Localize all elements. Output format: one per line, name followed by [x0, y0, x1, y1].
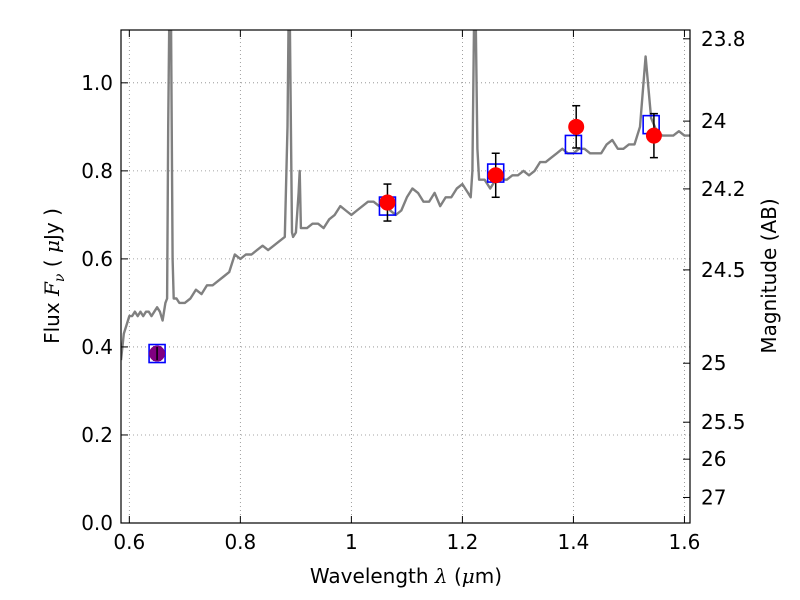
- y-tick-label: 0.8: [81, 159, 113, 183]
- y-axis-label: Flux Fν ( μJy ): [40, 208, 68, 344]
- x-tick-label: 0.8: [224, 530, 256, 554]
- magnitude-tick-label: 27: [701, 485, 726, 509]
- model-spectrum-line: [121, 30, 690, 361]
- model-band-box: [564, 134, 583, 155]
- x-axis-label: Wavelength λ (μm): [310, 564, 502, 588]
- y-tick-label: 0.6: [81, 247, 113, 271]
- magnitude-tick-label: 24.5: [701, 258, 746, 282]
- y-tick-label: 1.0: [81, 71, 113, 95]
- magnitude-tick-label: 23.8: [701, 27, 746, 51]
- x-tick-label: 1.4: [558, 530, 590, 554]
- observed-point: [379, 194, 396, 211]
- plot-frame: [120, 29, 691, 524]
- y-tick-label: 0.2: [81, 423, 113, 447]
- y-tick-label: 0.0: [81, 511, 113, 535]
- magnitude-tick-label: 25: [701, 351, 726, 375]
- x-axis-ticks: 0.6 0.8 1 1.2 1.4 1.6: [113, 30, 700, 554]
- y-tick-label: 0.4: [81, 335, 113, 359]
- y-axis-ticks: 0.0 0.2 0.4 0.6 0.8 1.0: [81, 71, 128, 535]
- observed-point: [487, 167, 504, 184]
- magnitude-tick-label: 24.2: [701, 177, 746, 201]
- observed-point: [645, 127, 662, 144]
- magnitude-axis-ticks: 23.8 24 24.2 24.5 25 25.5 26 27: [683, 27, 746, 509]
- x-tick-label: 1.6: [669, 530, 701, 554]
- x-tick-label: 1.2: [446, 530, 478, 554]
- magnitude-tick-label: 24: [701, 109, 726, 133]
- x-tick-label: 0.6: [113, 530, 145, 554]
- model-band-fluxes: [148, 114, 660, 364]
- grid-lines: [121, 30, 690, 524]
- observed-point: [568, 118, 585, 135]
- model-spectrum: [121, 30, 690, 361]
- magnitude-tick-label: 26: [701, 447, 726, 471]
- x-tick-label: 1: [345, 530, 358, 554]
- magnitude-tick-label: 25.5: [701, 410, 746, 434]
- observed-fluxes: [149, 118, 662, 362]
- magnitude-axis-label: Magnitude (AB): [757, 198, 781, 353]
